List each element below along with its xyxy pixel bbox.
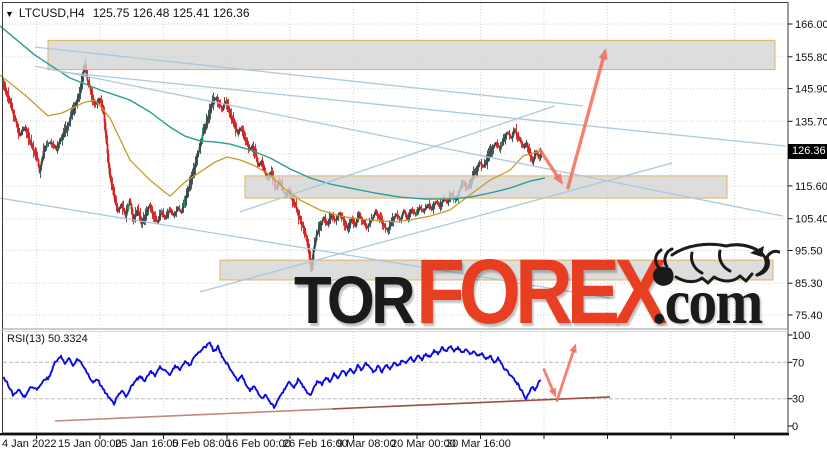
svg-text:155.80: 155.80 bbox=[795, 52, 827, 64]
watermark: TOR FOREX .com bbox=[294, 240, 794, 343]
svg-text:70: 70 bbox=[792, 357, 804, 369]
ma-layer bbox=[0, 25, 546, 223]
watermark-forex: FOREX bbox=[416, 241, 667, 343]
svg-text:26 Feb 16:00: 26 Feb 16:00 bbox=[283, 438, 348, 450]
svg-text:115.60: 115.60 bbox=[795, 181, 827, 193]
svg-text:5 Feb 08:00: 5 Feb 08:00 bbox=[172, 438, 231, 450]
svg-text:30: 30 bbox=[792, 394, 804, 406]
svg-text:166.00: 166.00 bbox=[795, 19, 827, 31]
svg-text:145.90: 145.90 bbox=[795, 84, 827, 96]
trendline-layer bbox=[0, 46, 787, 299]
watermark-tor: TOR bbox=[294, 263, 416, 338]
zone-mid-zone bbox=[244, 175, 728, 199]
zone-upper-resistance-zone bbox=[47, 39, 776, 71]
rsi-layer bbox=[2, 341, 787, 422]
svg-text:75.40: 75.40 bbox=[795, 310, 823, 322]
rsi-indicator-label: RSI(13) 50.3324 bbox=[7, 333, 88, 345]
axis-labels-layer: 166.00 155.80 145.90 135.70 115.60 105.40 95.5… bbox=[2, 19, 827, 450]
ohlc-values: 125.75 126.48 125.41 126.36 bbox=[92, 6, 250, 20]
forecast-arrows-layer bbox=[538, 48, 608, 190]
svg-text:100: 100 bbox=[792, 330, 810, 342]
svg-text:15 Jan 00:00: 15 Jan 00:00 bbox=[58, 438, 122, 450]
svg-text:30 Mar 16:00: 30 Mar 16:00 bbox=[446, 438, 511, 450]
frame-layer bbox=[0, 2, 789, 436]
symbol-timeframe-label: LTCUSD,H4 bbox=[18, 6, 85, 20]
svg-text:105.40: 105.40 bbox=[795, 214, 827, 226]
svg-text:4 Jan 2022: 4 Jan 2022 bbox=[2, 438, 56, 450]
svg-text:9 Mar 08:00: 9 Mar 08:00 bbox=[337, 438, 396, 450]
candles-layer bbox=[2, 58, 543, 273]
svg-text:95.50: 95.50 bbox=[795, 246, 823, 258]
svg-text:25 Jan 16:00: 25 Jan 16:00 bbox=[115, 438, 179, 450]
svg-text:20 Mar 00:00: 20 Mar 00:00 bbox=[391, 438, 456, 450]
collapse-icon[interactable]: ▼ bbox=[5, 9, 14, 19]
svg-text:0: 0 bbox=[792, 421, 798, 433]
current-price-badge: 126.36 bbox=[788, 144, 827, 159]
zones-layer bbox=[47, 39, 776, 281]
svg-text:85.30: 85.30 bbox=[795, 278, 823, 290]
bull-logo-icon bbox=[653, 242, 780, 286]
chart-title: ▼ LTCUSD,H4 125.75 126.48 125.41 126.36 bbox=[5, 6, 250, 20]
svg-text:16 Feb 00:00: 16 Feb 00:00 bbox=[226, 438, 291, 450]
svg-text:135.70: 135.70 bbox=[795, 116, 827, 128]
